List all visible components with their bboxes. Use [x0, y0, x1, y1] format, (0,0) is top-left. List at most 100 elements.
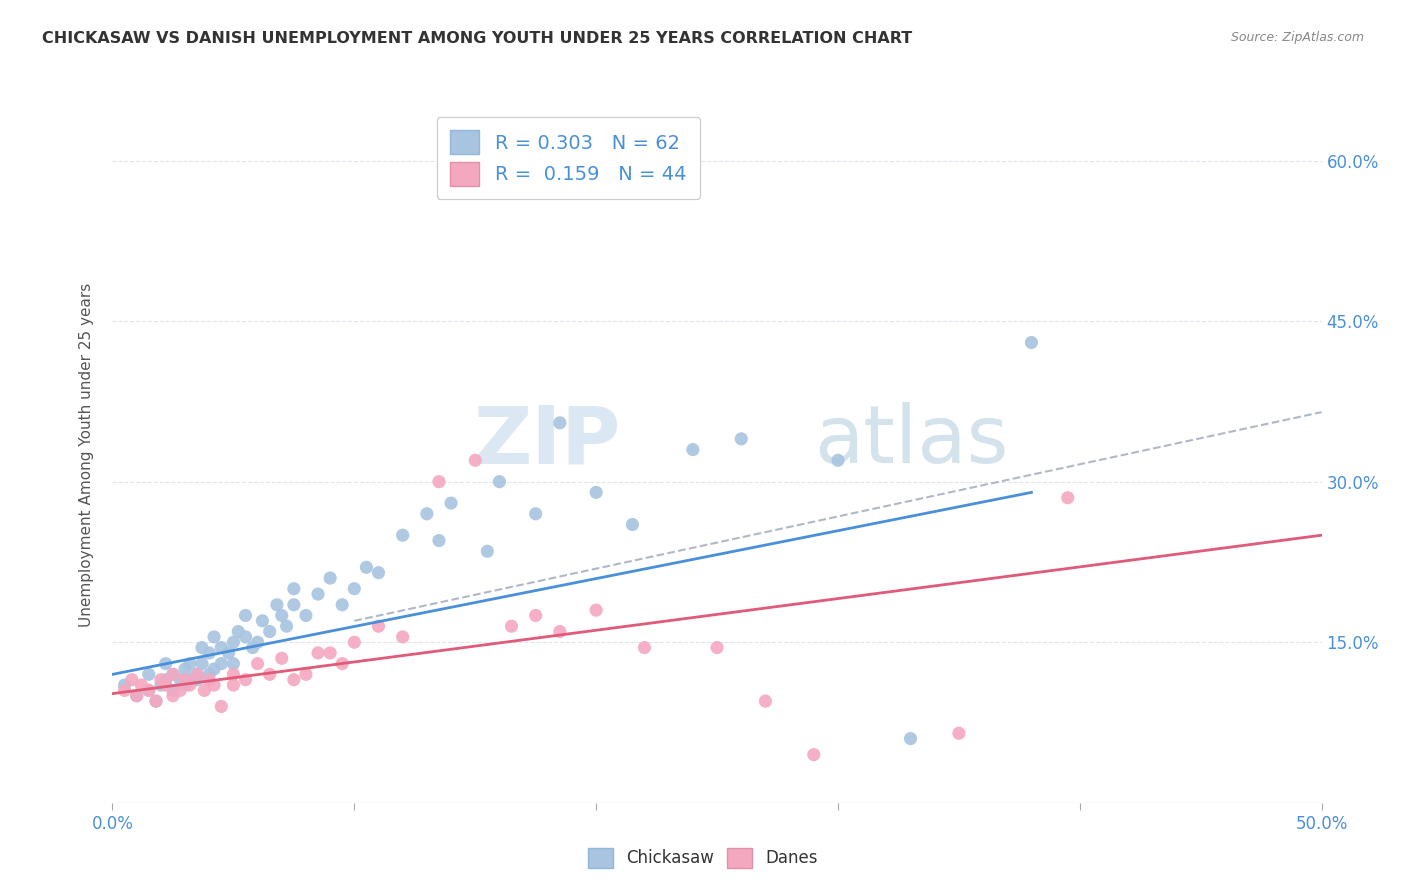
Point: [114, 678, 136, 692]
Point: [138, 667, 160, 681]
Point: [162, 667, 184, 681]
Point: [900, 731, 922, 746]
Point: [222, 635, 245, 649]
Point: [488, 475, 510, 489]
Point: [149, 678, 172, 692]
Point: [307, 646, 329, 660]
Legend: R = 0.303   N = 62, R =  0.159   N = 44: R = 0.303 N = 62, R = 0.159 N = 44: [437, 117, 700, 199]
Point: [145, 694, 167, 708]
Point: [209, 699, 232, 714]
Point: [259, 624, 281, 639]
Point: [179, 678, 201, 692]
Point: [191, 640, 214, 655]
Point: [235, 673, 257, 687]
Point: [186, 673, 208, 687]
Point: [174, 678, 197, 692]
Point: [202, 678, 225, 692]
Point: [621, 517, 644, 532]
Point: [235, 630, 257, 644]
Point: [209, 640, 232, 655]
Y-axis label: Unemployment Among Youth under 25 years: Unemployment Among Youth under 25 years: [79, 283, 94, 627]
Point: [235, 608, 257, 623]
Point: [131, 678, 153, 692]
Point: [416, 507, 439, 521]
Point: [162, 689, 184, 703]
Point: [391, 630, 413, 644]
Point: [827, 453, 849, 467]
Point: [730, 432, 752, 446]
Point: [252, 614, 274, 628]
Point: [477, 544, 499, 558]
Point: [155, 657, 177, 671]
Point: [169, 683, 191, 698]
Point: [367, 566, 389, 580]
Point: [319, 646, 342, 660]
Point: [330, 598, 353, 612]
Point: [1021, 335, 1043, 350]
Point: [121, 673, 143, 687]
Point: [343, 635, 366, 649]
Point: [283, 582, 305, 596]
Point: [193, 683, 215, 698]
Point: [706, 640, 728, 655]
Point: [391, 528, 413, 542]
Point: [198, 667, 221, 681]
Point: [114, 683, 136, 698]
Point: [186, 667, 208, 681]
Point: [202, 662, 225, 676]
Point: [283, 673, 305, 687]
Point: [682, 442, 704, 457]
Point: [209, 657, 232, 671]
Text: atlas: atlas: [814, 402, 1008, 480]
Point: [330, 657, 353, 671]
Point: [179, 673, 201, 687]
Point: [222, 678, 245, 692]
Point: [307, 587, 329, 601]
Point: [155, 673, 177, 687]
Point: [440, 496, 463, 510]
Point: [266, 598, 288, 612]
Point: [198, 673, 221, 687]
Point: [198, 646, 221, 660]
Point: [259, 667, 281, 681]
Text: ZIP: ZIP: [472, 402, 620, 480]
Point: [270, 608, 292, 623]
Point: [356, 560, 378, 574]
Point: [222, 657, 245, 671]
Point: [367, 619, 389, 633]
Point: [295, 608, 318, 623]
Point: [125, 689, 148, 703]
Point: [162, 667, 184, 681]
Point: [319, 571, 342, 585]
Point: [427, 475, 450, 489]
Point: [222, 667, 245, 681]
Point: [343, 582, 366, 596]
Point: [242, 640, 264, 655]
Point: [226, 624, 249, 639]
Point: [754, 694, 776, 708]
Point: [202, 630, 225, 644]
Point: [276, 619, 298, 633]
Point: [295, 667, 318, 681]
Legend: Chickasaw, Danes: Chickasaw, Danes: [581, 841, 825, 875]
Point: [191, 657, 214, 671]
Point: [179, 657, 201, 671]
Point: [246, 657, 269, 671]
Point: [125, 689, 148, 703]
Point: [427, 533, 450, 548]
Point: [162, 683, 184, 698]
Point: [149, 673, 172, 687]
Point: [464, 453, 486, 467]
Point: [169, 673, 191, 687]
Point: [174, 662, 197, 676]
Point: [138, 683, 160, 698]
Point: [174, 673, 197, 687]
Point: [246, 635, 269, 649]
Point: [633, 640, 655, 655]
Point: [585, 485, 607, 500]
Point: [283, 598, 305, 612]
Point: [524, 608, 547, 623]
Point: [155, 678, 177, 692]
Point: [948, 726, 970, 740]
Point: [218, 646, 240, 660]
